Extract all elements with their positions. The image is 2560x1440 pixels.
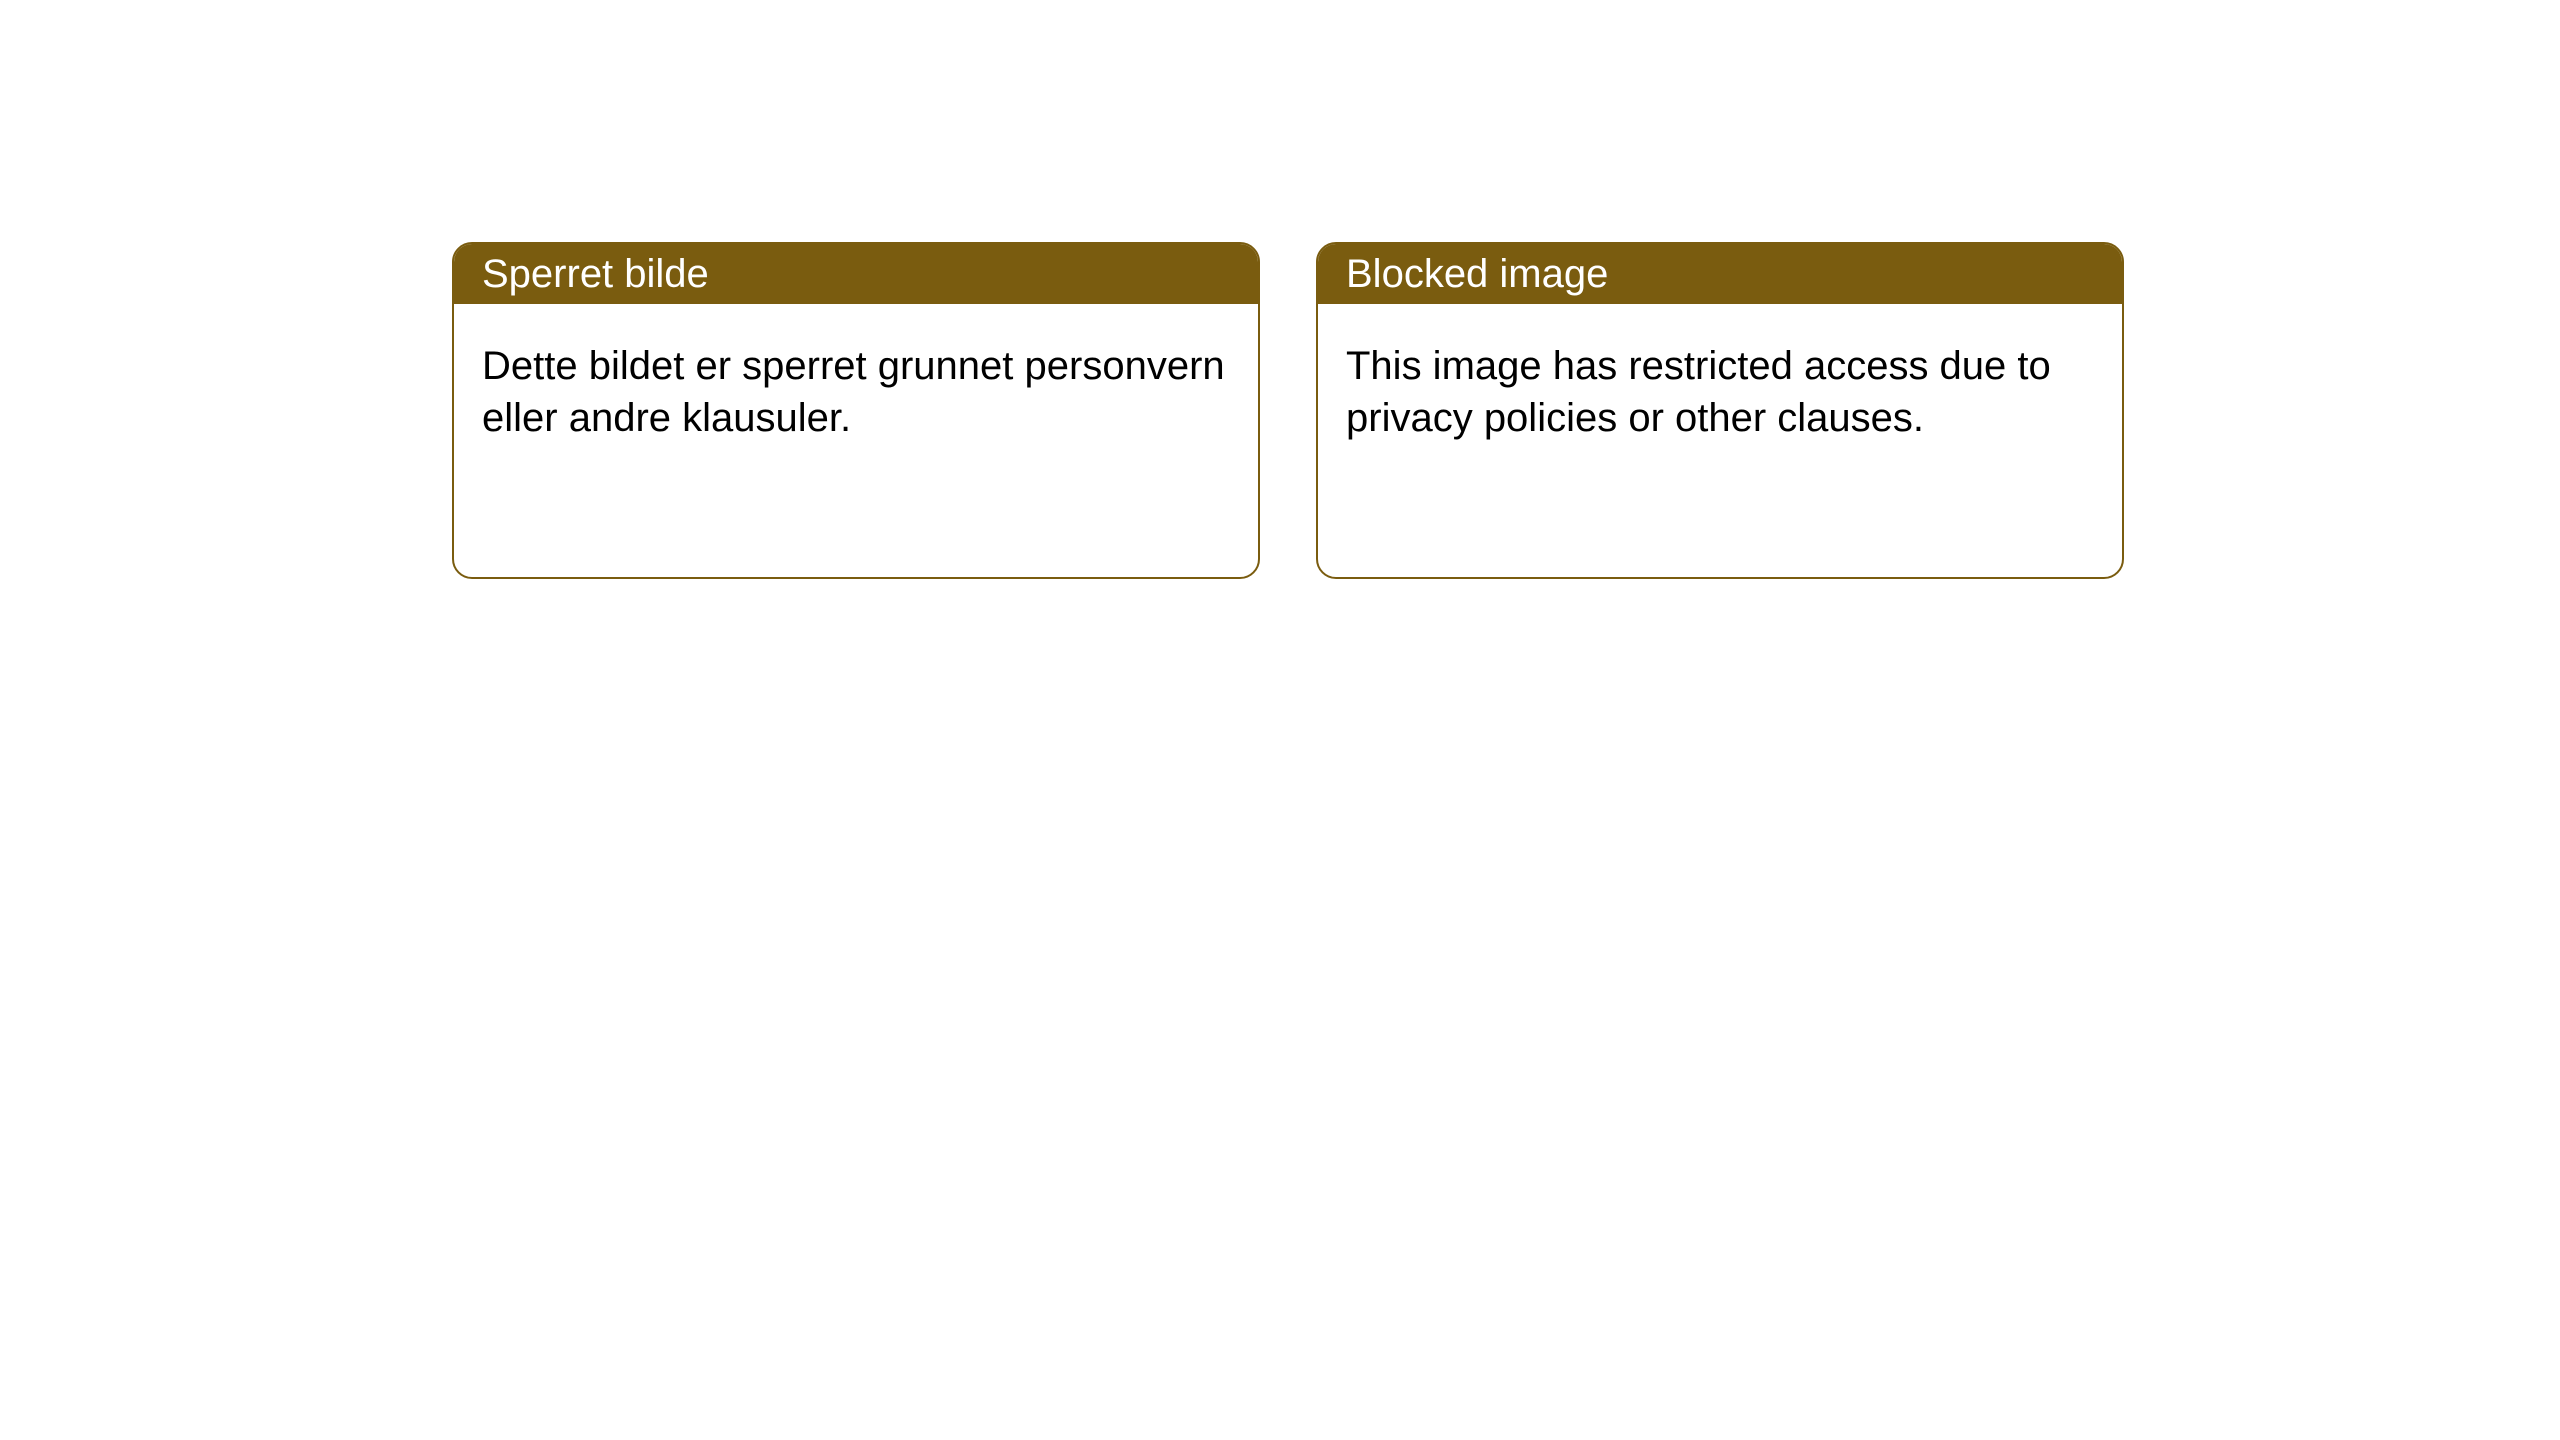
notice-card-norwegian: Sperret bilde Dette bildet er sperret gr… (452, 242, 1260, 579)
notice-title: Blocked image (1346, 252, 1608, 297)
notice-body: This image has restricted access due to … (1318, 304, 2122, 480)
notice-container: Sperret bilde Dette bildet er sperret gr… (0, 0, 2560, 579)
notice-card-english: Blocked image This image has restricted … (1316, 242, 2124, 579)
notice-body-text: This image has restricted access due to … (1346, 344, 2051, 440)
notice-body: Dette bildet er sperret grunnet personve… (454, 304, 1258, 480)
notice-header: Blocked image (1318, 244, 2122, 304)
notice-body-text: Dette bildet er sperret grunnet personve… (482, 344, 1225, 440)
notice-title: Sperret bilde (482, 252, 709, 297)
notice-header: Sperret bilde (454, 244, 1258, 304)
